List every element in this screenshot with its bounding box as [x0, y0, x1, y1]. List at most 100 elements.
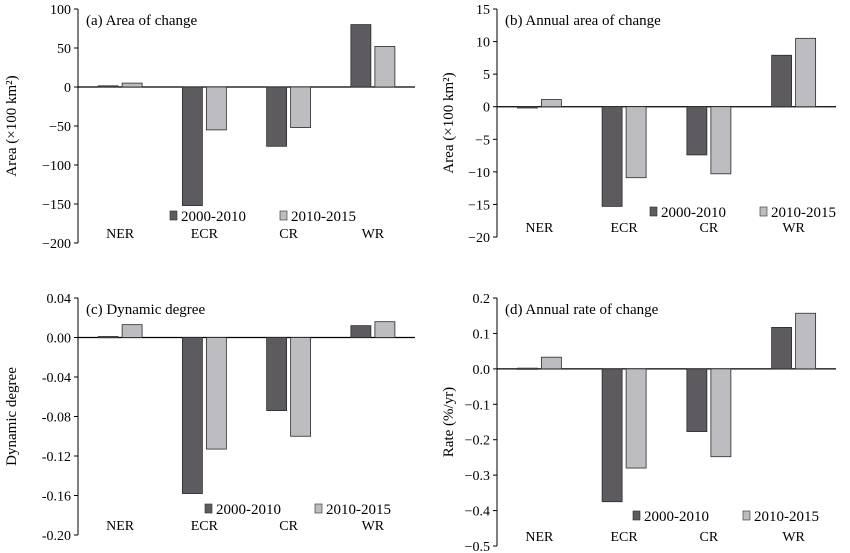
bar-ner-2010-2015	[121, 324, 143, 338]
y-tick-label: −100	[42, 159, 71, 174]
bar-ner-2000-2010	[97, 85, 119, 88]
x-category-label: NER	[525, 221, 554, 236]
legend-swatch	[742, 510, 751, 521]
legend-label: 2010-2015	[771, 205, 836, 221]
bar-ecr-2000-2010	[181, 337, 203, 494]
bar-wr-2010-2015	[795, 312, 817, 370]
y-tick-label: 15	[476, 3, 490, 18]
bar-ner-2010-2015	[540, 99, 562, 108]
x-category-label: WR	[362, 519, 385, 534]
y-tick-label: 0.00	[47, 332, 72, 347]
bar-cr-2000-2010	[266, 86, 288, 147]
y-axis-label: Area (×100 km²)	[4, 75, 20, 176]
bar-cr-2000-2010	[686, 368, 708, 432]
bar-cr-2010-2015	[290, 86, 312, 128]
legend-label: 2000-2010	[181, 209, 246, 225]
y-tick-label: -0.12	[42, 450, 71, 465]
y-axis-label: Rate (%/yr)	[441, 387, 457, 457]
bar-ner-2010-2015	[540, 356, 562, 370]
y-tick-label: 0.1	[473, 327, 491, 342]
chart-panel-b: −20 −15 −10 −5 0 5 10 15 NER ECR CR WR (b) Annual ar…	[441, 3, 836, 246]
bar-cr-2010-2015	[710, 368, 732, 458]
legend-swatch	[314, 503, 323, 514]
legend: 2000-2010 2010-2015	[649, 205, 836, 221]
legend-label: 2000-2010	[644, 509, 709, 525]
y-tick-label: -0.16	[42, 490, 71, 505]
y-tick-label: −15	[468, 198, 490, 213]
legend-swatch	[632, 510, 641, 521]
panel-title: (d) Annual rate of change	[505, 302, 659, 318]
bar-ecr-2000-2010	[601, 368, 623, 503]
chart-panel-d: −0.5 −0.4 −0.3 −0.2 −0.1 0.0 0.1 0.2 NER ECR CR WR (…	[441, 292, 836, 553]
bar-wr-2000-2010	[771, 327, 793, 370]
legend: 2000-2010 2010-2015	[169, 209, 356, 225]
y-tick-label: 5	[483, 68, 490, 83]
y-tick-label: −0.3	[465, 469, 490, 484]
legend: 2000-2010 2010-2015	[204, 502, 391, 518]
legend-swatch	[204, 503, 213, 514]
x-category-label: ECR	[191, 227, 219, 242]
y-tick-label: 10	[476, 36, 490, 51]
y-tick-label: −10	[468, 166, 490, 181]
bar-ner-2000-2010	[97, 336, 119, 339]
legend-swatch	[169, 210, 178, 221]
x-category-label: CR	[279, 519, 298, 534]
panel-title: (a) Area of change	[86, 13, 198, 29]
y-tick-label: 50	[57, 42, 71, 57]
y-tick-label: -0.08	[42, 411, 71, 426]
legend-label: 2000-2010	[216, 502, 281, 518]
x-category-label: WR	[782, 221, 805, 236]
bar-ner-2000-2010	[516, 367, 538, 370]
panel-title: (b) Annual area of change	[505, 13, 661, 29]
y-tick-label: −0.1	[465, 398, 490, 413]
y-tick-label: −0.5	[465, 540, 490, 553]
legend-swatch	[279, 210, 288, 221]
chart-panel-a: −200 −150 −100 −50 0 50 100 NER ECR CR WR (a) Area …	[4, 3, 415, 252]
x-category-label: NER	[525, 530, 554, 545]
y-tick-label: −150	[42, 198, 71, 213]
x-category-label: NER	[106, 519, 135, 534]
x-category-label: NER	[106, 227, 135, 242]
bar-ecr-2010-2015	[205, 86, 227, 131]
y-tick-label: 0	[483, 101, 490, 116]
y-tick-label: 0.2	[473, 292, 491, 307]
bar-ecr-2000-2010	[181, 86, 203, 206]
y-tick-label: 0.04	[47, 292, 72, 307]
y-tick-label: 100	[50, 3, 71, 18]
y-tick-label: 0	[64, 81, 71, 96]
chart-panel-c: -0.20 -0.16 -0.12 -0.08 -0.04 0.00 0.04 NER ECR C…	[4, 292, 415, 544]
legend-swatch	[649, 206, 658, 217]
bar-cr-2010-2015	[710, 106, 732, 175]
bar-ecr-2010-2015	[205, 337, 227, 450]
y-tick-label: −200	[42, 237, 71, 252]
x-category-label: WR	[782, 530, 805, 545]
x-category-label: ECR	[611, 221, 639, 236]
bar-wr-2010-2015	[795, 37, 817, 108]
y-tick-label: −5	[475, 133, 490, 148]
bar-ecr-2010-2015	[625, 106, 647, 179]
legend-label: 2010-2015	[326, 502, 391, 518]
bar-cr-2010-2015	[290, 337, 312, 437]
bar-wr-2000-2010	[771, 54, 793, 108]
bar-wr-2010-2015	[374, 46, 396, 88]
x-category-label: CR	[700, 530, 719, 545]
legend-swatch	[759, 206, 768, 217]
y-tick-label: −50	[49, 120, 71, 135]
bar-cr-2000-2010	[266, 337, 288, 411]
y-tick-label: −0.4	[465, 505, 490, 520]
legend-label: 2010-2015	[291, 209, 356, 225]
x-category-label: CR	[700, 221, 719, 236]
legend-label: 2000-2010	[661, 205, 726, 221]
y-tick-label: −0.2	[465, 434, 490, 449]
bar-ecr-2000-2010	[601, 106, 623, 207]
bar-cr-2000-2010	[686, 106, 708, 156]
y-tick-label: -0.20	[42, 529, 71, 544]
panel-title: (c) Dynamic degree	[86, 302, 205, 318]
y-axis-label: Area (×100 km²)	[441, 72, 457, 173]
x-category-label: ECR	[611, 530, 639, 545]
y-axis-label: Dynamic degree	[4, 367, 20, 466]
x-category-label: ECR	[191, 519, 219, 534]
y-tick-label: -0.04	[42, 371, 71, 386]
bar-wr-2010-2015	[374, 321, 396, 338]
